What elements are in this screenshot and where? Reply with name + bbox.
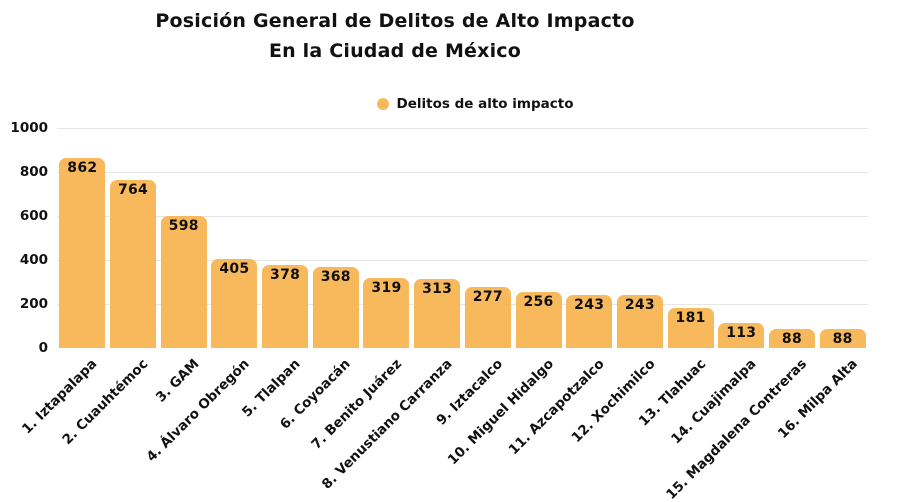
bar: 405 [211, 258, 258, 348]
y-tick-label: 800 [19, 164, 48, 180]
bar-value-label: 256 [523, 293, 554, 310]
gridline [57, 259, 868, 261]
x-tick-label: 14. Cuajimalpa [668, 356, 760, 448]
bar: 313 [414, 279, 461, 348]
bar-value-label: 113 [726, 325, 757, 342]
y-tick-label: 400 [19, 252, 48, 268]
legend: Delitos de alto impacto [26, 96, 898, 112]
x-tick-label: 11. Azcapotzalco [505, 356, 608, 459]
y-tick-label: 600 [19, 208, 48, 224]
y-tick-label: 1000 [10, 120, 48, 136]
bar-value-label: 181 [675, 310, 706, 327]
bar-value-label: 243 [574, 296, 605, 313]
bar-value-label: 405 [219, 260, 250, 277]
bar: 277 [464, 287, 511, 348]
bar: 181 [667, 308, 714, 348]
chart-title-line1: Posición General de Delitos de Alto Impa… [155, 10, 635, 32]
gridline [57, 303, 868, 305]
bar: 368 [312, 267, 359, 348]
bar: 243 [616, 294, 663, 348]
legend-dot-icon [376, 98, 389, 110]
bar-value-label: 319 [371, 279, 402, 296]
bar: 862 [59, 158, 106, 348]
bar-value-label: 243 [624, 296, 655, 313]
gridline [57, 171, 868, 173]
bar-value-label: 598 [168, 218, 199, 235]
x-tick-label: 7. Benito Juárez [308, 356, 405, 453]
gridline [57, 215, 868, 217]
legend-label: Delitos de alto impacto [396, 96, 574, 112]
bar-value-label: 368 [320, 269, 351, 286]
bar: 256 [515, 291, 562, 348]
bar: 113 [718, 323, 765, 348]
x-tick-label: 3. GAM [152, 356, 203, 406]
bar-value-label: 862 [67, 160, 98, 177]
bar: 243 [566, 294, 613, 348]
chart-title: Posición General de Delitos de Alto Impa… [0, 6, 790, 66]
bar-value-label: 378 [270, 266, 301, 283]
bar: 88 [768, 328, 815, 348]
bar-value-label: 277 [472, 289, 503, 306]
bar-value-label: 88 [832, 330, 853, 347]
y-tick-label: 200 [19, 296, 48, 312]
bar: 598 [160, 216, 207, 348]
bar: 378 [262, 264, 309, 348]
bar: 764 [110, 179, 157, 348]
chart-title-line2: En la Ciudad de México [268, 40, 522, 62]
bar-value-label: 764 [117, 181, 149, 198]
bar: 319 [363, 277, 410, 348]
y-tick-label: 0 [38, 340, 48, 356]
bar-value-label: 313 [422, 281, 453, 298]
bar: 88 [819, 328, 866, 348]
x-tick-label: 4. Álvaro Obregón [143, 356, 253, 466]
bar-value-label: 88 [781, 330, 803, 347]
gridline [57, 127, 868, 129]
